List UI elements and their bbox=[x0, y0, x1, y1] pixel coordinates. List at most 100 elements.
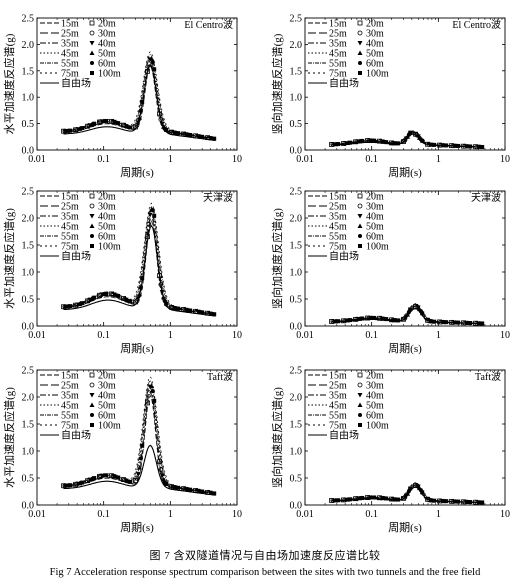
series-group bbox=[329, 482, 485, 505]
wave-label: El Centro波 bbox=[184, 18, 233, 31]
series-marker bbox=[372, 495, 377, 500]
series-line bbox=[63, 206, 216, 315]
legend-label: 20m bbox=[98, 19, 116, 30]
x-tick-label: 0.1 bbox=[365, 509, 378, 520]
series-marker bbox=[80, 480, 85, 485]
legend-marker bbox=[357, 50, 363, 55]
free-field-line bbox=[63, 444, 216, 496]
y-axis-label: 竖向加速度反应谱(g) bbox=[270, 387, 284, 488]
legend-marker bbox=[90, 234, 94, 238]
series-marker bbox=[396, 497, 401, 502]
y-tick-label: 0.0 bbox=[290, 146, 303, 157]
legend-marker bbox=[357, 41, 363, 46]
legend-marker bbox=[358, 423, 362, 427]
legend-label: 75m bbox=[329, 242, 347, 253]
x-tick-label: 10 bbox=[500, 509, 510, 520]
wave-label: 天津波 bbox=[471, 191, 501, 204]
legend-marker bbox=[358, 61, 362, 65]
y-tick-label: 0.5 bbox=[290, 474, 303, 485]
series-marker bbox=[116, 121, 121, 126]
legend-label: 30m bbox=[98, 29, 116, 40]
series-marker bbox=[372, 315, 377, 320]
legend-label: 60m bbox=[98, 232, 116, 243]
legend-label: 20m bbox=[366, 371, 384, 382]
series-marker bbox=[128, 125, 133, 130]
legend-label: 60m bbox=[366, 59, 384, 70]
series-marker bbox=[212, 491, 217, 496]
series-marker bbox=[68, 304, 73, 309]
legend-label: 20m bbox=[366, 192, 384, 203]
legend-label: 40m bbox=[366, 212, 384, 223]
series-marker bbox=[420, 490, 425, 495]
series-marker bbox=[188, 487, 193, 492]
legend-label: 25m bbox=[329, 202, 347, 213]
legend-label: 30m bbox=[366, 202, 384, 213]
x-axis-label: 周期(s) bbox=[388, 342, 422, 355]
legend-label: 55m bbox=[329, 232, 347, 243]
legend-label: 25m bbox=[61, 381, 79, 392]
series-marker bbox=[80, 126, 85, 131]
legend-label: 100m bbox=[366, 242, 389, 253]
series-group bbox=[61, 202, 217, 317]
y-tick-label: 0.0 bbox=[22, 322, 35, 333]
x-tick-label: 0.01 bbox=[296, 509, 314, 520]
legend-label: 75m bbox=[61, 69, 79, 80]
legend-marker bbox=[90, 413, 94, 417]
series-marker bbox=[135, 472, 141, 477]
free-field-line bbox=[331, 486, 484, 504]
y-tick-label: 1.5 bbox=[22, 241, 35, 252]
plot-frame bbox=[36, 369, 238, 506]
series-marker bbox=[396, 318, 401, 323]
series-marker bbox=[176, 485, 181, 490]
y-tick-label: 0.5 bbox=[22, 474, 35, 485]
legend-marker bbox=[89, 223, 95, 228]
legend-label: 自由场 bbox=[61, 250, 91, 263]
series-marker bbox=[396, 141, 401, 146]
legend-label: 40m bbox=[366, 391, 384, 402]
y-tick-label: 0.5 bbox=[22, 119, 35, 130]
series-marker bbox=[176, 131, 181, 136]
y-tick-label: 2.5 bbox=[290, 187, 303, 198]
x-tick-label: 0.1 bbox=[97, 509, 110, 520]
series-marker bbox=[336, 319, 341, 324]
legend-label: 35m bbox=[329, 391, 347, 402]
y-tick-label: 1.5 bbox=[290, 66, 303, 77]
legend-marker bbox=[89, 402, 95, 407]
legend-marker bbox=[357, 203, 363, 209]
x-tick-label: 10 bbox=[232, 509, 242, 520]
series-marker bbox=[336, 142, 341, 147]
legend-label: 55m bbox=[61, 59, 79, 70]
series-marker bbox=[149, 56, 155, 61]
legend-label: 25m bbox=[61, 29, 79, 40]
legend-label: 25m bbox=[61, 202, 79, 213]
legend-marker bbox=[357, 402, 363, 407]
legend-label: 55m bbox=[329, 411, 347, 422]
y-tick-label: 1.5 bbox=[290, 241, 303, 252]
y-axis-label: 水平加速度反应谱(g) bbox=[2, 33, 16, 134]
legend-marker bbox=[90, 61, 94, 65]
chart-panel-e: 0.0 0.5 1.0 1.5 2.0 2.5 0.01 0.1 1 10 周期(s) 水平加速度反应… bbox=[2, 366, 242, 535]
legend-label: 100m bbox=[366, 69, 389, 80]
legend-label: 60m bbox=[98, 411, 116, 422]
series-marker bbox=[140, 443, 145, 448]
legend-label: 45m bbox=[329, 401, 347, 412]
y-tick-label: 2.0 bbox=[22, 393, 35, 404]
series-line bbox=[63, 62, 216, 140]
x-tick-label: 10 bbox=[232, 154, 242, 165]
series-marker bbox=[408, 486, 413, 491]
legend-label: 15m bbox=[61, 371, 79, 382]
legend-marker bbox=[90, 71, 94, 75]
legend-marker bbox=[357, 30, 363, 36]
legend-label: 40m bbox=[98, 391, 116, 402]
series-marker bbox=[92, 121, 97, 126]
x-tick-label: 0.01 bbox=[296, 330, 314, 341]
series-marker bbox=[128, 299, 133, 304]
legend-marker bbox=[358, 244, 362, 248]
x-axis-label: 周期(s) bbox=[120, 521, 154, 534]
legend-label: 55m bbox=[61, 232, 79, 243]
legend-label: 45m bbox=[61, 49, 79, 60]
series-marker bbox=[80, 301, 85, 306]
legend-label: 60m bbox=[366, 232, 384, 243]
y-tick-label: 0.0 bbox=[290, 322, 303, 333]
